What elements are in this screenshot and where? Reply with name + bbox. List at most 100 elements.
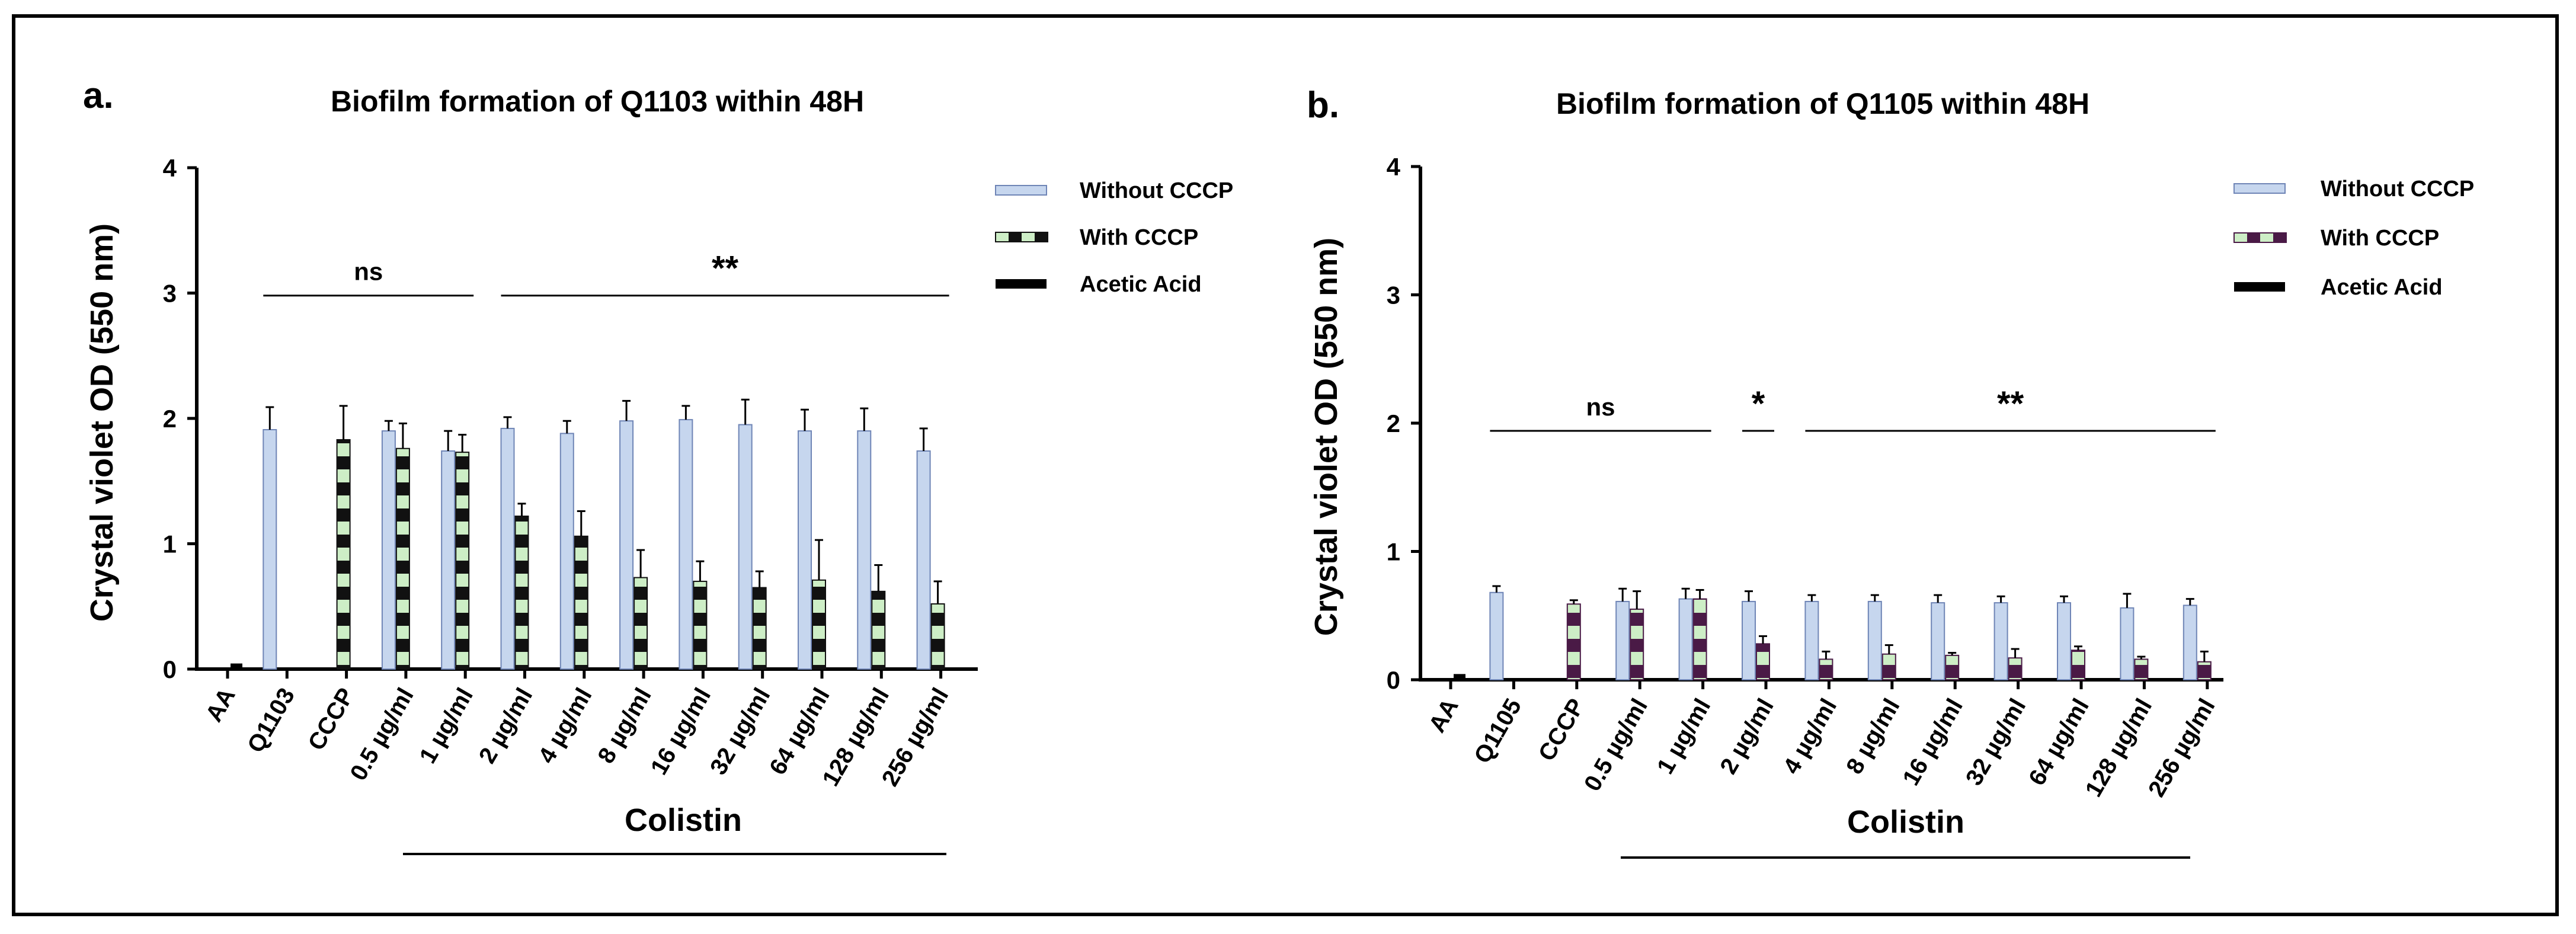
panel-b-legend-label: With CCCP: [2321, 226, 2439, 251]
panel-b-y-tick-label: 4: [1387, 153, 1401, 181]
panel-a-bar-without-cccp: [559, 433, 574, 670]
panel-b-bar-with-cccp: [1945, 654, 1960, 680]
panel-b-x-tick-label: 32 µg/ml: [1961, 695, 2031, 790]
panel-b-bar-with-cccp: [2197, 661, 2212, 680]
panel-b-x-tick-label: 0.5 µg/ml: [1579, 695, 1653, 796]
panel-a-legend-swatch-segment: [1035, 232, 1048, 242]
panel-b-bar-without-cccp: [1678, 598, 1693, 680]
panel-b-bar-without-cccp: [1489, 591, 1504, 681]
panel-b-title: Biofilm formation of Q1105 within 48H: [1556, 87, 2089, 120]
panel-a-legend-swatch-acetic-acid: [996, 279, 1047, 289]
panel-b-bar-without-cccp: [1615, 600, 1630, 680]
panel-a-x-tick-label: 2 µg/ml: [474, 684, 537, 768]
panel-a-bar-acetic-acid: [231, 663, 242, 670]
panel-a-x-tick-label: Q1103: [242, 684, 300, 757]
panel-a-legend-swatch-segment: [1009, 232, 1022, 242]
panel-a-bar-with-cccp: [812, 579, 826, 670]
panel-a-bar-with-cccp: [514, 515, 529, 670]
panel-b-legend-swatch-acetic-acid: [2234, 282, 2285, 292]
panel-b-bar-without-cccp: [1742, 600, 1756, 680]
panel-a-x-tick-label: 8 µg/ml: [593, 684, 656, 768]
panel-a-bar-without-cccp: [263, 429, 277, 670]
panel-a-bar-with-cccp: [693, 580, 708, 670]
panel-b-bar-without-cccp: [2057, 602, 2071, 680]
panel-b-legend-swatch-without-cccp: [2233, 183, 2286, 194]
panel-a-y-tick-label: 2: [163, 405, 177, 433]
panel-b-x-tick-label: 2 µg/ml: [1715, 695, 1778, 779]
panel-b-y-tick-label: 3: [1387, 282, 1400, 309]
panel-a-legend-swatch-border: [995, 232, 1048, 242]
panel-a-x-tick-label: CCCP: [303, 684, 360, 755]
panel-b-significance-label: *: [1752, 385, 1765, 423]
panel-b-legend-label: Acetic Acid: [2321, 275, 2443, 300]
panel-b-label: b.: [1307, 85, 1339, 126]
panel-a-bar-with-cccp: [336, 439, 351, 670]
panel-b-bar-without-cccp: [1931, 602, 1945, 680]
panel-b-bar-with-cccp: [2008, 657, 2023, 680]
panel-a-x-tick-label: AA: [201, 684, 241, 727]
panel-b-y-tick-label: 0: [1387, 666, 1400, 694]
panel-a-bar-without-cccp: [441, 450, 456, 670]
panel-b-bar-without-cccp: [1804, 600, 1819, 680]
panel-b-bar-with-cccp: [1566, 603, 1581, 681]
panel-a-y-tick-label: 1: [163, 530, 177, 558]
panel-b-bar-without-cccp: [2120, 607, 2135, 681]
panel-b-x-tick-label: CCCP: [1534, 695, 1590, 766]
panel-b-legend-swatch-with-cccp: [2233, 232, 2287, 243]
panel-b-bar-with-cccp: [1630, 608, 1644, 681]
panel-b-bar-with-cccp: [1692, 598, 1707, 680]
panel-a-y-tick-label: 4: [163, 154, 177, 182]
panel-b-legend-swatch-segment: [2247, 233, 2260, 242]
panel-b-bar-without-cccp: [1867, 600, 1882, 680]
panel-b-x-tick-label: 16 µg/ml: [1897, 695, 1968, 790]
panel-b-x-tick-label: 1 µg/ml: [1652, 695, 1716, 779]
panel-a-bar-without-cccp: [916, 450, 931, 670]
panel-b-significance-label: ns: [1586, 393, 1615, 421]
panel-b-bar-acetic-acid: [1454, 674, 1465, 680]
panel-b-legend-label: Without CCCP: [2321, 177, 2474, 201]
panel-b-bar-with-cccp: [2134, 658, 2149, 680]
panel-b-x-tick-label: 64 µg/ml: [2024, 695, 2094, 790]
panel-b-bar-with-cccp: [2071, 650, 2085, 680]
panel-b-bar-with-cccp: [1819, 658, 1833, 680]
panel-b-y-tick-label: 1: [1387, 538, 1400, 566]
panel-b-x-tick-label: Q1105: [1469, 695, 1527, 768]
panel-a-x-tick-label: 1 µg/ml: [415, 684, 478, 768]
panel-a-bar-with-cccp: [752, 587, 767, 670]
panel-a-legend-swatch-segment: [1022, 232, 1035, 242]
panel-b-x-tick-label: 8 µg/ml: [1841, 695, 1905, 779]
panel-a-bar-without-cccp: [381, 430, 396, 670]
panel-b-legend-swatch-segment: [2273, 233, 2286, 242]
panel-a-legend-swatch-without-cccp: [995, 185, 1047, 196]
panel-b-legend-swatch-segment: [2234, 233, 2247, 242]
panel-a-bar-with-cccp: [633, 577, 648, 670]
panel-a-bar-without-cccp: [798, 430, 812, 670]
panel-b-significance-label: **: [1997, 385, 2024, 423]
panel-b-x-tick-label: AA: [1424, 695, 1464, 737]
panel-a-bar-with-cccp: [930, 603, 945, 670]
panel-a-legend-label: Without CCCP: [1080, 178, 1233, 203]
panel-b-bar-without-cccp: [2183, 604, 2197, 680]
panel-a-y-axis-label: Crystal violet OD (550 nm): [84, 223, 120, 622]
panel-b-bar-with-cccp: [1881, 653, 1896, 680]
panel-b-bar-with-cccp: [1756, 643, 1770, 681]
panel-a-bar-without-cccp: [500, 427, 515, 670]
panel-b-y-tick-label: 2: [1387, 410, 1400, 437]
panel-b-x-group-label: Colistin: [1847, 804, 1964, 840]
panel-a-significance-label: **: [712, 250, 739, 288]
figure-frame: [12, 14, 2559, 916]
panel-b-x-tick-label: 4 µg/ml: [1778, 695, 1842, 779]
panel-b-bar-without-cccp: [1993, 602, 2008, 680]
panel-a-title: Biofilm formation of Q1103 within 48H: [331, 85, 864, 118]
panel-a-bar-without-cccp: [857, 430, 872, 670]
panel-a-y-tick-label: 3: [163, 280, 177, 308]
panel-a-y-tick-label: 0: [163, 655, 177, 683]
panel-a-bar-with-cccp: [574, 535, 588, 670]
panel-a-bar-without-cccp: [738, 424, 753, 670]
panel-a-bar-without-cccp: [679, 419, 693, 670]
panel-a-label: a.: [83, 75, 114, 116]
panel-b-legend-swatch-segment: [2260, 233, 2273, 242]
